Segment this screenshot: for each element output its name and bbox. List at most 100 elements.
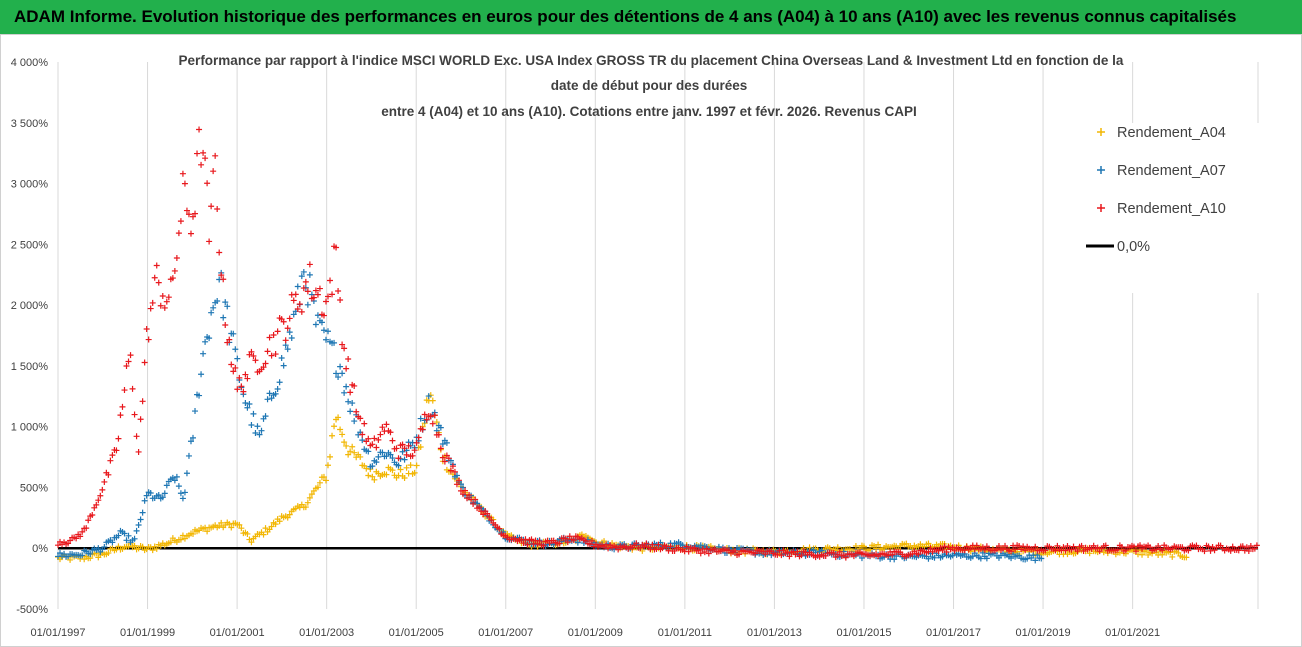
legend-marker xyxy=(1097,166,1105,174)
legend-label: Rendement_A07 xyxy=(1117,163,1226,179)
point-rendement-a07 xyxy=(417,415,424,422)
point-rendement-a07 xyxy=(437,424,444,431)
point-rendement-a10 xyxy=(212,152,219,159)
point-rendement-a10 xyxy=(282,337,289,344)
point-rendement-a10 xyxy=(357,415,364,422)
point-rendement-a10 xyxy=(451,468,458,475)
point-rendement-a07 xyxy=(401,456,408,463)
point-rendement-a07 xyxy=(266,390,273,397)
point-rendement-a10 xyxy=(266,334,273,341)
point-rendement-a04 xyxy=(248,539,255,546)
point-rendement-a07 xyxy=(198,371,205,378)
point-rendement-a07 xyxy=(1038,555,1045,562)
point-rendement-a10 xyxy=(649,541,656,548)
point-rendement-a04 xyxy=(115,543,122,550)
point-rendement-a07 xyxy=(248,422,255,429)
point-rendement-a10 xyxy=(935,547,942,554)
point-rendement-a07 xyxy=(258,427,265,434)
point-rendement-a10 xyxy=(141,359,148,366)
point-rendement-a10 xyxy=(208,203,215,210)
point-rendement-a10 xyxy=(1022,547,1029,554)
x-tick-label: 01/01/2007 xyxy=(478,627,533,639)
point-rendement-a07 xyxy=(125,532,132,539)
y-tick-label: 3 500% xyxy=(11,118,49,130)
point-rendement-a10 xyxy=(889,551,896,558)
point-rendement-a04 xyxy=(1183,554,1190,561)
point-rendement-a07 xyxy=(931,554,938,561)
point-rendement-a10 xyxy=(1235,547,1242,554)
point-rendement-a10 xyxy=(335,288,342,295)
point-rendement-a07 xyxy=(185,452,192,459)
point-rendement-a04 xyxy=(329,432,336,439)
point-rendement-a04 xyxy=(276,518,283,525)
point-rendement-a10 xyxy=(460,491,466,498)
point-rendement-a04 xyxy=(268,523,275,530)
point-rendement-a07 xyxy=(196,392,203,399)
x-tick-label: 01/01/2009 xyxy=(568,627,623,639)
point-rendement-a04 xyxy=(1086,550,1093,557)
point-rendement-a07 xyxy=(230,330,237,337)
point-rendement-a07 xyxy=(925,555,932,562)
point-rendement-a10 xyxy=(1042,547,1049,554)
point-rendement-a07 xyxy=(294,283,301,290)
point-rendement-a04 xyxy=(345,451,352,458)
chart-svg: -500% 0% 500% 1 000% 1 500% 2 000% 2 500% 3 000… xyxy=(11,53,1265,639)
x-tick-label: 01/01/1999 xyxy=(120,627,175,639)
point-rendement-a10 xyxy=(250,352,257,359)
point-rendement-a10 xyxy=(302,278,309,285)
point-rendement-a10 xyxy=(1207,547,1214,554)
point-rendement-a07 xyxy=(280,362,287,369)
point-rendement-a10 xyxy=(359,431,366,438)
point-rendement-a07 xyxy=(399,448,406,455)
point-rendement-a10 xyxy=(252,357,259,364)
point-rendement-a10 xyxy=(333,244,340,251)
point-rendement-a07 xyxy=(210,304,217,311)
point-rendement-a10 xyxy=(228,361,235,368)
point-rendement-a10 xyxy=(143,325,150,332)
point-rendement-a04 xyxy=(149,547,156,554)
point-rendement-a04 xyxy=(834,544,841,551)
point-rendement-a10 xyxy=(218,272,225,279)
point-rendement-a10 xyxy=(1179,544,1186,551)
point-rendement-a04 xyxy=(302,504,309,511)
point-rendement-a10 xyxy=(107,457,114,464)
point-rendement-a07 xyxy=(322,336,329,343)
point-rendement-a10 xyxy=(437,445,444,452)
point-rendement-a07 xyxy=(87,550,94,557)
point-rendement-a04 xyxy=(369,473,376,480)
point-rendement-a04 xyxy=(308,491,315,498)
point-rendement-a04 xyxy=(875,541,882,548)
point-rendement-a10 xyxy=(129,385,136,392)
point-rendement-a10 xyxy=(109,452,116,459)
point-rendement-a07 xyxy=(347,408,354,415)
point-rendement-a07 xyxy=(220,314,227,321)
point-rendement-a10 xyxy=(1118,544,1125,551)
point-rendement-a04 xyxy=(335,414,342,421)
point-rendement-a07 xyxy=(246,401,253,408)
point-rendement-a10 xyxy=(411,447,418,454)
point-rendement-a10 xyxy=(244,375,251,382)
point-rendement-a10 xyxy=(290,297,297,304)
point-rendement-a10 xyxy=(462,487,469,494)
point-rendement-a07 xyxy=(387,451,394,458)
point-rendement-a10 xyxy=(327,277,334,284)
point-rendement-a10 xyxy=(927,545,934,552)
point-rendement-a10 xyxy=(83,525,90,532)
point-rendement-a10 xyxy=(695,547,702,554)
point-rendement-a10 xyxy=(562,535,569,542)
point-rendement-a10 xyxy=(683,543,690,550)
point-rendement-a07 xyxy=(163,482,170,489)
point-rendement-a10 xyxy=(1185,547,1192,554)
point-rendement-a10 xyxy=(101,478,108,485)
point-rendement-a04 xyxy=(331,423,338,430)
point-rendement-a10 xyxy=(1251,545,1258,552)
point-rendement-a10 xyxy=(343,365,350,372)
point-rendement-a10 xyxy=(915,551,922,558)
point-rendement-a04 xyxy=(236,521,243,528)
point-rendement-a07 xyxy=(95,545,102,552)
point-rendement-a10 xyxy=(165,294,172,301)
point-rendement-a07 xyxy=(1032,557,1039,564)
point-rendement-a10 xyxy=(159,292,166,299)
point-rendement-a07 xyxy=(288,335,295,342)
point-rendement-a10 xyxy=(121,387,128,394)
